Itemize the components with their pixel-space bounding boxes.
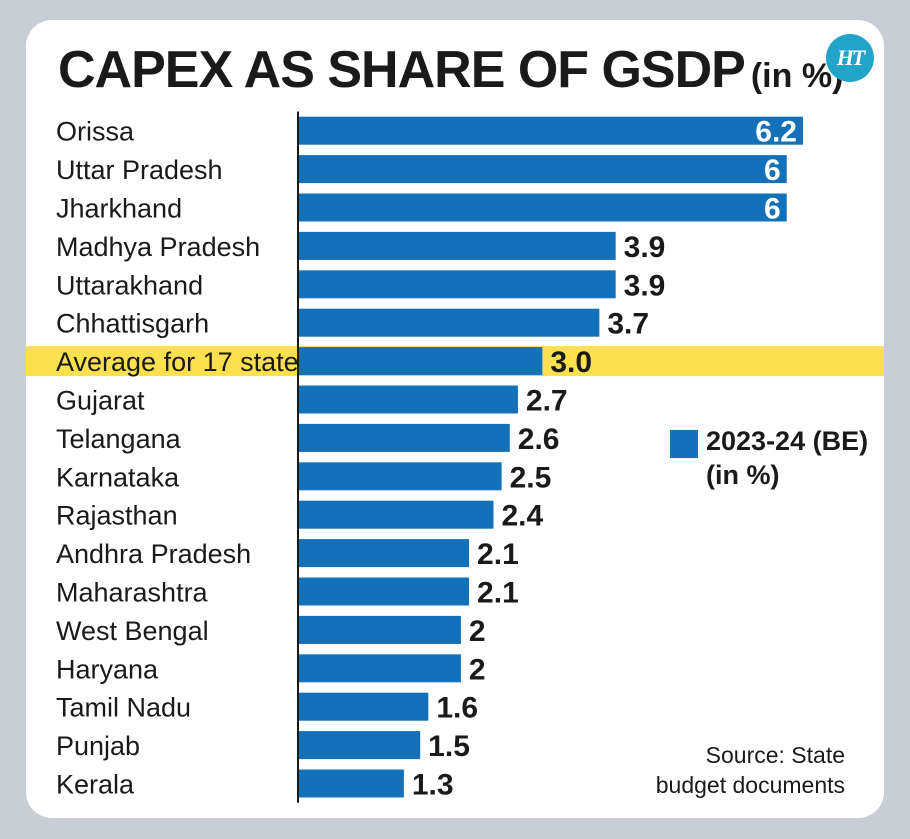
bar-value-label: 2.5	[510, 461, 552, 494]
bar	[298, 193, 787, 222]
category-label: Madhya Pradesh	[56, 232, 260, 262]
source-note: Source: State budget documents	[655, 742, 845, 798]
category-label: Uttar Pradesh	[56, 155, 223, 185]
bar	[298, 423, 510, 452]
category-label: Uttarakhand	[56, 270, 203, 300]
bar	[298, 539, 470, 568]
category-label: West Bengal	[56, 616, 209, 646]
bar-value-label: 1.3	[412, 769, 454, 802]
category-label: Gujarat	[56, 386, 145, 416]
category-label: Tamil Nadu	[56, 693, 191, 723]
bar-value-label: 2.4	[501, 500, 543, 533]
bar	[298, 500, 494, 529]
category-label: Chhattisgarh	[56, 309, 209, 339]
bar	[298, 231, 616, 260]
bar-value-label: 2.1	[477, 538, 519, 571]
bar	[298, 347, 543, 376]
bar-value-label: 6	[764, 154, 781, 187]
bar-value-label: 1.6	[436, 692, 478, 725]
bar-value-label: 2.1	[477, 577, 519, 610]
bar-value-label: 2	[469, 615, 486, 648]
bar	[298, 577, 470, 606]
chart-card	[26, 20, 884, 818]
ht-logo-icon: HT	[826, 34, 874, 82]
bar	[298, 155, 787, 184]
category-label: Average for 17 states	[56, 347, 312, 377]
category-label: Maharashtra	[56, 578, 209, 608]
legend-label: 2023-24 (BE) (in %)	[706, 426, 869, 490]
bar	[298, 615, 461, 644]
bar	[298, 462, 502, 491]
bar-value-label: 3.0	[550, 346, 592, 379]
bar-value-label: 3.9	[624, 269, 666, 302]
bar-value-label: 2.6	[518, 423, 560, 456]
category-label: Karnataka	[56, 462, 180, 492]
category-label: Rajasthan	[56, 501, 178, 531]
bar-value-label: 3.7	[607, 308, 649, 341]
bar	[298, 270, 616, 299]
bar	[298, 385, 518, 414]
category-label: Telangana	[56, 424, 182, 454]
bar-value-label: 2.7	[526, 385, 568, 418]
title-text: CAPEX AS SHARE OF GSDP	[58, 41, 746, 99]
bar	[298, 654, 461, 683]
category-label: Andhra Pradesh	[56, 539, 251, 569]
category-label: Kerala	[56, 770, 135, 800]
bar	[298, 692, 429, 721]
chart-title: CAPEX AS SHARE OF GSDP (in %)	[58, 38, 843, 108]
bar-value-label: 3.9	[624, 231, 666, 264]
bar-value-label: 1.5	[428, 730, 470, 763]
category-label: Orissa	[56, 117, 135, 147]
bar	[298, 116, 803, 145]
bar	[298, 308, 600, 337]
bar	[298, 769, 404, 798]
bar	[298, 731, 421, 760]
category-label: Haryana	[56, 654, 159, 684]
bar-value-label: 2	[469, 653, 486, 686]
category-label: Punjab	[56, 731, 140, 761]
bar-value-label: 6.2	[755, 116, 797, 149]
legend-swatch	[670, 430, 698, 458]
bar-value-label: 6	[764, 193, 781, 226]
category-label: Jharkhand	[56, 194, 182, 224]
